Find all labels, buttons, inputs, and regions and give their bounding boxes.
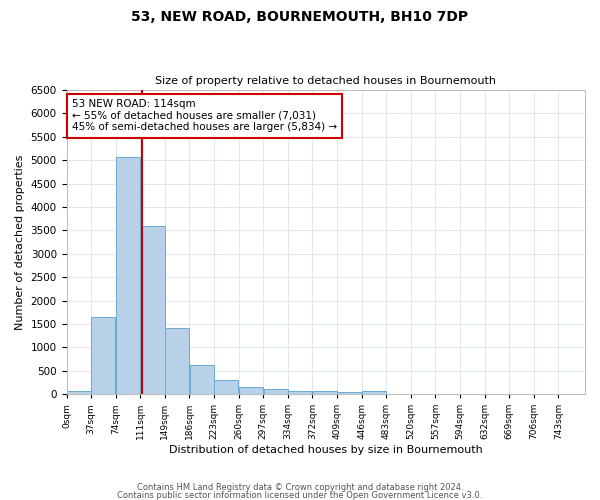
Bar	[288, 390, 312, 394]
Bar	[263, 389, 287, 394]
Text: 53, NEW ROAD, BOURNEMOUTH, BH10 7DP: 53, NEW ROAD, BOURNEMOUTH, BH10 7DP	[131, 10, 469, 24]
Bar	[140, 226, 164, 394]
Bar	[67, 390, 91, 394]
Bar	[214, 380, 238, 394]
Bar	[190, 365, 214, 394]
Bar	[337, 392, 361, 394]
Bar	[91, 317, 115, 394]
Text: Contains HM Land Registry data © Crown copyright and database right 2024.: Contains HM Land Registry data © Crown c…	[137, 484, 463, 492]
Y-axis label: Number of detached properties: Number of detached properties	[15, 154, 25, 330]
Text: Contains public sector information licensed under the Open Government Licence v3: Contains public sector information licen…	[118, 490, 482, 500]
Bar	[116, 157, 140, 394]
Bar	[362, 392, 386, 394]
Text: 53 NEW ROAD: 114sqm
← 55% of detached houses are smaller (7,031)
45% of semi-det: 53 NEW ROAD: 114sqm ← 55% of detached ho…	[72, 99, 337, 132]
X-axis label: Distribution of detached houses by size in Bournemouth: Distribution of detached houses by size …	[169, 445, 482, 455]
Bar	[313, 392, 337, 394]
Bar	[239, 388, 263, 394]
Bar	[165, 328, 189, 394]
Title: Size of property relative to detached houses in Bournemouth: Size of property relative to detached ho…	[155, 76, 496, 86]
